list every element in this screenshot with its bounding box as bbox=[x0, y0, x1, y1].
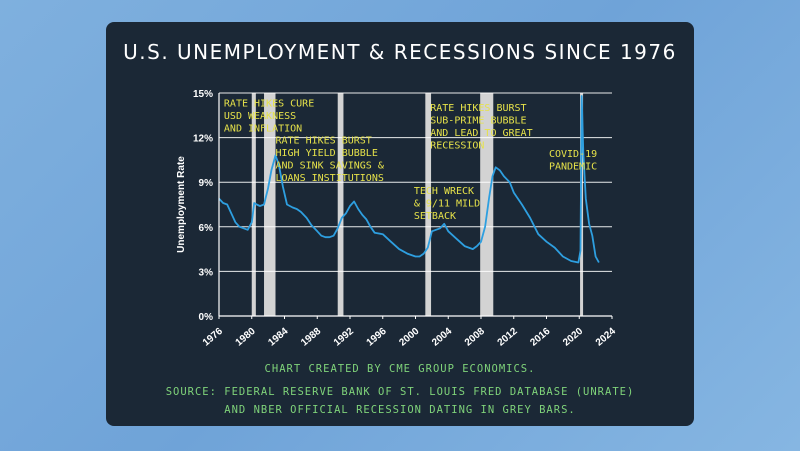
x-tick-label: 2020 bbox=[561, 326, 585, 349]
chart-card bbox=[106, 22, 694, 426]
annotation-4: COVID-19 PANDEMIC bbox=[549, 149, 597, 173]
footer-recession-note: AND NBER OFFICIAL RECESSION DATING IN GR… bbox=[224, 404, 576, 416]
annotation-3: RATE HIKES BURST SUB-PRIME BUBBLE AND LEAD… bbox=[430, 103, 532, 152]
recession-bar-2 bbox=[337, 93, 344, 316]
x-tick-label: 1976 bbox=[201, 326, 225, 349]
x-tick-label: 1996 bbox=[365, 326, 389, 349]
y-tick-label: 15% bbox=[193, 89, 213, 100]
x-tick-label: 2024 bbox=[594, 326, 618, 349]
y-tick-label: 3% bbox=[199, 267, 214, 278]
recession-bar-3 bbox=[425, 93, 432, 316]
recession-bar-4 bbox=[480, 93, 494, 316]
y-axis-label: Unemployment Rate bbox=[176, 156, 187, 253]
x-tick-label: 2004 bbox=[430, 326, 454, 349]
y-tick-label: 6% bbox=[199, 223, 214, 234]
series-layer bbox=[218, 95, 600, 264]
annotation-0: RATE HIKES CURE USD WEAKNESS AND INFLATION bbox=[224, 98, 314, 134]
grid-lines bbox=[219, 92, 612, 272]
annotation-2: TECH WRECK & 9/11 MILD SETBACK bbox=[414, 186, 480, 222]
x-tick-label: 2016 bbox=[528, 326, 552, 349]
x-tick-label: 1984 bbox=[266, 326, 290, 349]
y-tick-label: 12% bbox=[193, 134, 213, 145]
chart-title: U.S. UNEMPLOYMENT & RECESSIONS SINCE 197… bbox=[123, 40, 677, 64]
y-tick-label: 9% bbox=[199, 178, 214, 189]
footer-source: SOURCE: FEDERAL RESERVE BANK OF ST. LOUI… bbox=[165, 386, 635, 398]
x-tick-label: 1988 bbox=[299, 326, 323, 349]
x-tick-label: 1992 bbox=[332, 326, 356, 349]
footer-credit: CHART CREATED BY CME GROUP ECONOMICS. bbox=[264, 363, 536, 375]
x-tick-label: 1980 bbox=[234, 326, 258, 349]
x-tick-label: 2000 bbox=[397, 326, 421, 349]
x-tick-label: 2012 bbox=[496, 326, 520, 349]
y-tick-label: 0% bbox=[199, 312, 214, 323]
annotation-1: RATE HIKES BURST HIGH YIELD BUBBLE AND SIN… bbox=[275, 136, 383, 185]
x-tick-label: 2008 bbox=[463, 326, 487, 349]
unemployment-line-0 bbox=[218, 95, 600, 264]
annotations: RATE HIKES CURE USD WEAKNESS AND INFLATION… bbox=[224, 98, 597, 222]
recession-bar-1 bbox=[264, 93, 276, 316]
